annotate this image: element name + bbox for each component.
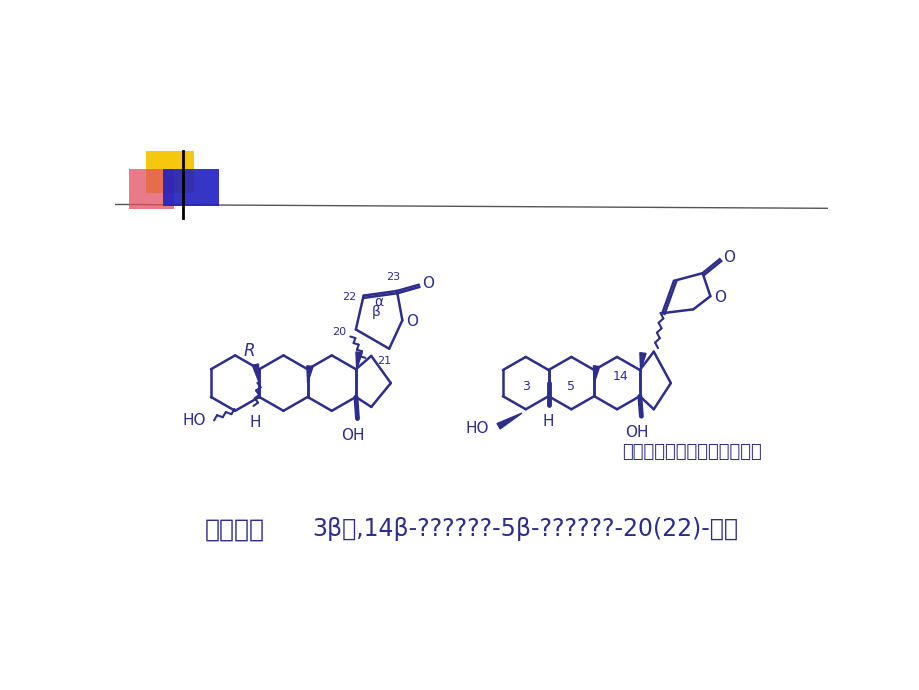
Polygon shape — [640, 353, 645, 370]
Text: R: R — [244, 342, 255, 360]
Text: OH: OH — [624, 426, 648, 440]
Text: HO: HO — [464, 421, 488, 436]
Text: O: O — [722, 250, 734, 265]
Polygon shape — [252, 364, 259, 383]
Polygon shape — [307, 366, 312, 383]
Text: ？？？？: ？？？？ — [205, 518, 265, 542]
Text: α: α — [373, 295, 382, 308]
Text: O: O — [406, 314, 418, 329]
Text: 23: 23 — [386, 272, 400, 282]
Text: β: β — [371, 305, 380, 319]
Text: 20: 20 — [332, 327, 346, 337]
Polygon shape — [356, 352, 362, 369]
Text: H: H — [542, 414, 554, 429]
Text: 22: 22 — [342, 292, 357, 302]
Text: 21: 21 — [376, 357, 391, 366]
Text: 5: 5 — [567, 380, 574, 393]
Text: H: H — [249, 415, 261, 431]
Text: 14: 14 — [612, 371, 628, 384]
Text: ？？？？？？？？？？？？？: ？？？？？？？？？？？？？ — [622, 444, 762, 462]
Text: 3: 3 — [521, 380, 529, 393]
Text: OH: OH — [341, 428, 364, 443]
Text: O: O — [713, 290, 725, 305]
Polygon shape — [496, 413, 521, 429]
Bar — [146, 150, 194, 193]
Text: 3β？,14β-??????-5β-??????-20(22)-？？: 3β？,14β-??????-5β-??????-20(22)-？？ — [312, 518, 738, 542]
Polygon shape — [593, 366, 599, 383]
Bar — [129, 169, 174, 209]
Text: HO: HO — [182, 413, 206, 428]
Text: O: O — [421, 276, 433, 290]
Bar — [163, 169, 219, 206]
